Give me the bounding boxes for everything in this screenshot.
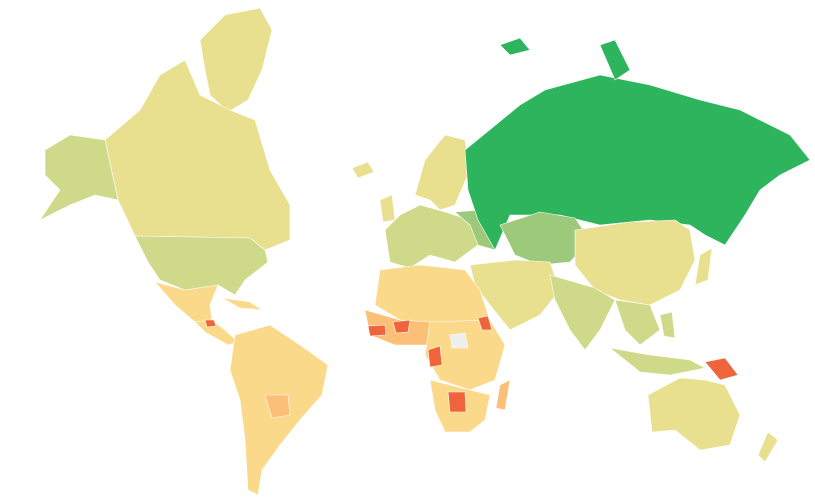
region-indonesia[interactable] xyxy=(609,347,706,376)
region-eritrea[interactable] xyxy=(477,315,493,331)
region-papua-new-guinea[interactable] xyxy=(704,357,739,381)
region-arctic-islands[interactable] xyxy=(599,39,631,81)
region-southeast-asia[interactable] xyxy=(614,299,661,346)
region-usa[interactable] xyxy=(134,235,269,296)
region-canada[interactable] xyxy=(104,59,291,251)
region-australia[interactable] xyxy=(647,377,741,451)
region-iceland[interactable] xyxy=(351,161,375,179)
region-new-zealand[interactable] xyxy=(757,431,779,463)
region-bolivia[interactable] xyxy=(264,394,291,419)
region-mexico[interactable] xyxy=(154,281,219,323)
region-scandinavia[interactable] xyxy=(414,134,471,211)
region-central-africa[interactable] xyxy=(424,319,506,391)
region-alaska[interactable] xyxy=(39,134,119,221)
region-madagascar[interactable] xyxy=(495,379,511,411)
region-botswana[interactable] xyxy=(447,391,467,413)
region-japan[interactable] xyxy=(694,247,713,286)
region-india[interactable] xyxy=(549,274,616,351)
region-nicaragua[interactable] xyxy=(204,319,217,328)
region-uk[interactable] xyxy=(379,194,396,223)
region-burkina[interactable] xyxy=(392,319,411,334)
region-caribbean[interactable] xyxy=(221,297,263,311)
region-china[interactable] xyxy=(574,219,696,306)
region-philippines[interactable] xyxy=(659,311,676,339)
region-greenland[interactable] xyxy=(199,7,273,113)
region-congo[interactable] xyxy=(427,345,443,368)
region-svalbard[interactable] xyxy=(499,37,531,56)
region-south-sudan-no-data[interactable] xyxy=(449,332,469,349)
region-central-america[interactable] xyxy=(194,319,239,346)
region-guinea[interactable] xyxy=(367,324,387,337)
